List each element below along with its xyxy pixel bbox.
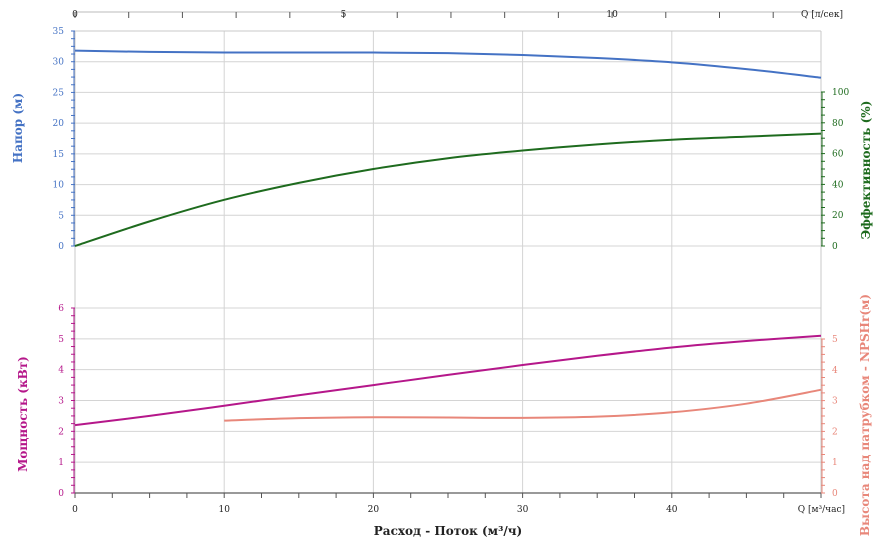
right-tick-label: 60 — [832, 150, 844, 160]
axes — [71, 11, 825, 498]
right-tick-label: 3 — [832, 397, 838, 407]
right-tick-label: 0 — [832, 242, 838, 252]
x-top-tick-label: 10 — [606, 10, 618, 20]
right-tick-label: 5 — [832, 335, 838, 345]
left-tick-label: 35 — [53, 27, 65, 37]
left-tick-label: 30 — [53, 58, 65, 68]
x-tick-label: 20 — [368, 505, 380, 515]
right-tick-label: 20 — [832, 211, 844, 221]
head-axis-title: Напор (м) — [11, 93, 25, 163]
left-tick-label: 25 — [53, 88, 65, 98]
right-tick-label: 100 — [832, 88, 849, 98]
x-axis-unit-label: Q [м³/час] — [798, 505, 845, 515]
left-tick-label: 4 — [58, 366, 64, 376]
left-tick-label: 6 — [58, 304, 64, 314]
right-tick-label: 0 — [832, 489, 838, 499]
left-tick-label: 0 — [58, 242, 64, 252]
tick-labels: 0 10 20 30 400 5 10051015202530350204060801000… — [53, 10, 850, 515]
series-line-0-0 — [74, 49, 822, 79]
x-top-tick-label: 5 — [341, 10, 347, 20]
power-axis-title: Мощность (кВт) — [16, 356, 30, 472]
left-tick-label: 2 — [58, 427, 64, 437]
x-top-tick-label: 0 — [72, 10, 78, 20]
series-line-1-0 — [74, 334, 822, 427]
left-tick-label: 0 — [58, 489, 64, 499]
npsh-axis-title: Высота над патрубком - NPSHr(м) — [858, 294, 872, 536]
left-tick-label: 5 — [58, 211, 64, 221]
series-line-0-1 — [74, 132, 822, 247]
x-axis-title: Расход - Поток (м³/ч) — [374, 524, 522, 538]
x-tick-label: 10 — [218, 505, 230, 515]
left-tick-label: 5 — [58, 335, 64, 345]
right-tick-label: 40 — [832, 180, 844, 190]
grid-lines — [75, 30, 821, 494]
x-tick-label: 0 — [72, 505, 78, 515]
efficiency-axis-title: Эффективность (%) — [859, 101, 873, 240]
left-tick-label: 20 — [53, 119, 65, 129]
x-axis-top-unit-label: Q [л/сек] — [801, 10, 843, 20]
right-tick-label: 80 — [832, 119, 844, 129]
right-tick-label: 2 — [832, 427, 838, 437]
x-tick-label: 40 — [666, 505, 678, 515]
left-tick-label: 1 — [58, 458, 64, 468]
left-tick-label: 10 — [53, 181, 65, 191]
series-lines — [74, 49, 822, 427]
right-tick-label: 1 — [832, 458, 838, 468]
left-tick-label: 15 — [53, 150, 65, 160]
left-tick-label: 3 — [58, 397, 64, 407]
series-line-1-1 — [224, 388, 822, 422]
right-tick-label: 4 — [832, 366, 838, 376]
x-tick-label: 30 — [517, 505, 529, 515]
